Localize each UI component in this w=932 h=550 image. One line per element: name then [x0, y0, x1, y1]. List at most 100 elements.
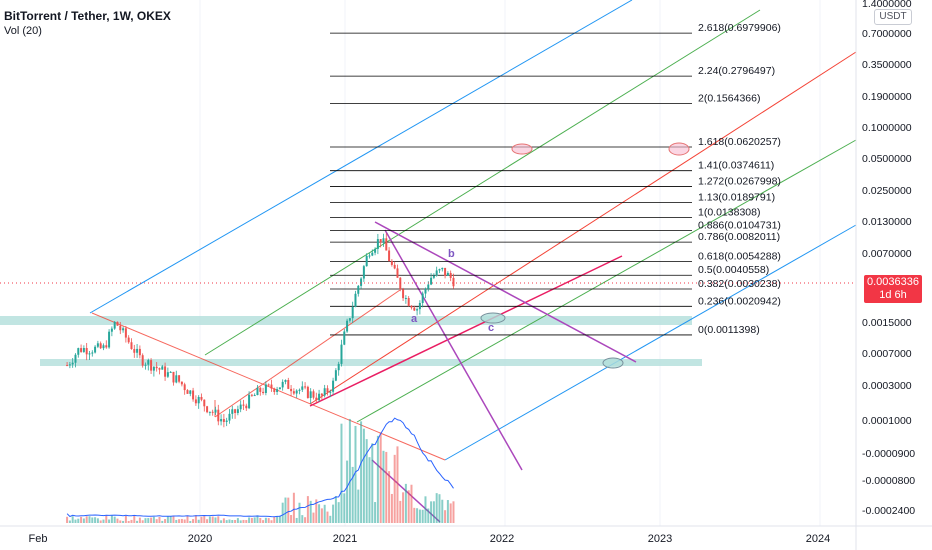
volume-bar [152, 516, 155, 523]
candle [323, 384, 326, 398]
candle [172, 371, 175, 386]
time-axis[interactable]: Feb 2020 2021 2022 2023 2024 [29, 533, 831, 545]
candle [295, 389, 298, 398]
candle [287, 377, 290, 390]
volume-bar [197, 519, 200, 523]
candle [96, 340, 99, 349]
candle [278, 387, 281, 390]
volume-bar [304, 517, 307, 523]
symbol-title[interactable]: BitTorrent / Tether, 1W, OKEX [4, 9, 171, 23]
candle [435, 266, 438, 277]
volume-bar [267, 518, 270, 523]
candle [354, 290, 357, 308]
price-axis[interactable]: 1.4000000 0.7000000 0.3500000 0.1900000 0.10… [862, 0, 915, 517]
candle [340, 339, 343, 367]
volume-bar [105, 515, 108, 523]
volume-bar [206, 519, 209, 523]
volume-bar [371, 443, 374, 523]
current-price-tag: 0.0036336 1d 6h [864, 275, 922, 303]
candle [228, 408, 231, 424]
candle [85, 342, 88, 361]
candle [186, 389, 189, 394]
candle [105, 340, 108, 349]
candle [222, 413, 225, 428]
candle [175, 370, 178, 384]
volume-bar [144, 518, 147, 523]
candle [259, 386, 262, 396]
candle [444, 267, 447, 279]
candle [396, 264, 399, 278]
volume-bar [253, 517, 256, 523]
fib-level-label: 0(0.0011398) [698, 324, 760, 336]
fib-level-label: 0.786(0.0082011) [698, 231, 780, 243]
currency-unit-button[interactable]: USDT [874, 9, 912, 25]
candle [360, 277, 363, 289]
candle [220, 414, 223, 426]
candle [290, 384, 293, 397]
volume-bar [385, 451, 388, 523]
volume-bar [348, 418, 351, 523]
volume-bar [410, 484, 413, 523]
volume-bar [122, 520, 125, 523]
volume-bars [66, 418, 455, 523]
candle [245, 403, 248, 411]
candle [178, 375, 181, 384]
fib-level-label: 2.24(0.2796497) [698, 65, 775, 77]
candle [231, 405, 234, 419]
candle [413, 305, 416, 312]
time-tick-label: Feb [29, 533, 48, 545]
candle [304, 382, 307, 390]
candle [211, 409, 214, 416]
candle [138, 345, 141, 359]
candle [385, 233, 388, 251]
current-price-value: 0.0036336 [867, 276, 919, 288]
volume-bar [74, 519, 77, 523]
fib-level-label: 0.5(0.0040558) [698, 264, 769, 276]
candle [158, 367, 161, 375]
volume-bar [276, 516, 279, 523]
candlestick-series[interactable] [66, 233, 455, 428]
volume-bar [404, 483, 407, 523]
candle [262, 387, 265, 395]
volume-bar [130, 519, 133, 523]
candle [418, 300, 421, 315]
candle [217, 404, 220, 426]
volume-bar [376, 435, 379, 523]
fib-level-label: 0.236(0.0020942) [698, 295, 781, 307]
volume-bar [396, 446, 399, 523]
price-tick-label: 0.7000000 [862, 28, 912, 40]
candle [449, 270, 452, 282]
candle [348, 317, 351, 323]
volume-bar [284, 497, 287, 523]
volume-bar [147, 518, 150, 523]
price-tick-label: 0.3500000 [862, 59, 912, 71]
candle [80, 344, 83, 353]
volume-legend[interactable]: Vol (20) [4, 25, 42, 37]
volume-bar [99, 520, 102, 523]
fibonacci-retracement: 2.618(0.6979906) 2.24(0.2796497) 2(0.15643… [330, 22, 781, 336]
candle [180, 381, 183, 387]
candle [346, 318, 349, 333]
volume-bar [418, 509, 421, 523]
time-tick-label: 2022 [490, 533, 514, 545]
candle [108, 329, 111, 349]
candle [248, 391, 251, 410]
volume-bar [424, 496, 427, 523]
candle [362, 264, 365, 282]
volume-bar [278, 515, 281, 523]
support-ellipse [602, 357, 624, 369]
candle [273, 387, 276, 395]
volume-bar [281, 502, 284, 523]
candle [292, 388, 295, 396]
candle [312, 389, 315, 400]
candle [99, 341, 102, 350]
parallel-channel-green [204, 9, 857, 423]
volume-ma-line [66, 417, 454, 518]
volume-bar [108, 519, 111, 523]
candle [270, 379, 273, 392]
candle [133, 344, 136, 358]
candle [122, 326, 125, 333]
candle [309, 388, 312, 404]
time-tick-label: 2023 [648, 533, 672, 545]
